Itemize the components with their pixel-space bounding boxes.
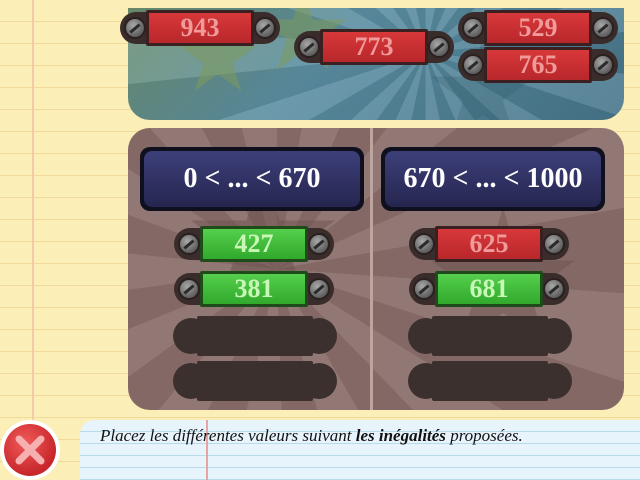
screw-icon — [413, 233, 435, 255]
number-tile-value: 427 — [200, 226, 308, 262]
placed-number-tile[interactable]: 681 — [409, 271, 569, 307]
inequality-label-left: 0 < ... < 670 — [140, 147, 364, 211]
screw-icon — [592, 17, 614, 39]
screw-icon — [462, 54, 484, 76]
number-tile[interactable]: 529 — [458, 10, 618, 46]
number-tile-value: 529 — [484, 10, 592, 46]
number-tile-value: 773 — [320, 29, 428, 65]
number-tile-value: 943 — [146, 10, 254, 46]
instruction-panel: Placez les différentes valeurs suivant l… — [80, 420, 640, 480]
board-divider — [370, 128, 373, 410]
screw-icon — [178, 278, 200, 300]
screw-icon — [413, 278, 435, 300]
number-tile-value: 765 — [484, 47, 592, 83]
number-tile-value: 681 — [435, 271, 543, 307]
star-decoration-icon — [179, 18, 257, 91]
screw-icon — [543, 233, 565, 255]
screw-icon — [592, 54, 614, 76]
screw-icon — [428, 36, 450, 58]
close-button[interactable] — [0, 420, 60, 480]
screw-icon — [124, 17, 146, 39]
number-tile[interactable]: 943 — [120, 10, 280, 46]
screw-icon — [298, 36, 320, 58]
placed-number-tile[interactable]: 381 — [174, 271, 334, 307]
screw-icon — [308, 233, 330, 255]
empty-drop-slot[interactable] — [408, 316, 572, 356]
screw-icon — [178, 233, 200, 255]
inequality-label-right: 670 < ... < 1000 — [381, 147, 605, 211]
empty-drop-slot[interactable] — [173, 361, 337, 401]
paper-margin-line — [206, 420, 208, 480]
screw-icon — [254, 17, 276, 39]
placed-number-tile[interactable]: 427 — [174, 226, 334, 262]
empty-drop-slot[interactable] — [408, 361, 572, 401]
instruction-text: Placez les différentes valeurs suivant l… — [100, 426, 523, 445]
number-tile[interactable]: 773 — [294, 29, 454, 65]
screw-icon — [462, 17, 484, 39]
number-tile-value: 381 — [200, 271, 308, 307]
number-tile[interactable]: 765 — [458, 47, 618, 83]
screw-icon — [308, 278, 330, 300]
placed-number-tile[interactable]: 625 — [409, 226, 569, 262]
close-x-icon — [15, 435, 45, 465]
screw-icon — [543, 278, 565, 300]
paper-margin-line — [32, 0, 34, 480]
number-tile-value: 625 — [435, 226, 543, 262]
empty-drop-slot[interactable] — [173, 316, 337, 356]
